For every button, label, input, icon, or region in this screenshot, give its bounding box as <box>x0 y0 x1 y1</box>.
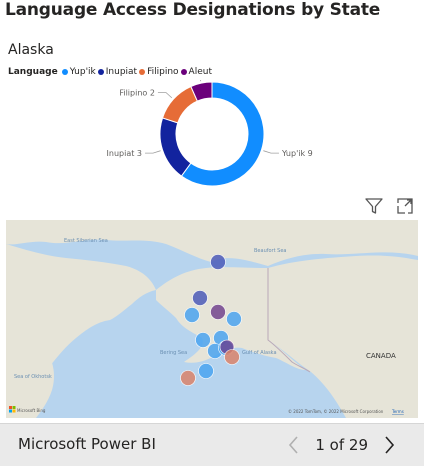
legend-label-filipino: Filipino <box>147 67 179 77</box>
chevron-left-icon[interactable] <box>281 432 307 458</box>
data-label-leader-1 <box>145 150 161 154</box>
data-label-1: Inupiat 3 <box>107 149 142 158</box>
legend-dot-inupiat <box>97 69 104 75</box>
legend-dot-aleut <box>180 69 187 75</box>
map-bubble[interactable] <box>224 349 240 365</box>
us-canada-border <box>267 268 311 373</box>
land-north <box>6 220 418 266</box>
map-bubble[interactable] <box>210 304 226 320</box>
map-label-gulf-of-alaska: Gulf of Alaska <box>242 350 277 356</box>
map-bubble[interactable] <box>180 370 196 386</box>
legend-label-aleut: Aleut <box>188 67 212 77</box>
map-canvas: East Siberian Sea Beaufort Sea Bering Se… <box>6 220 418 418</box>
map-label-bering-sea: Bering Sea <box>160 350 187 356</box>
legend-entry-inupiat[interactable]: Inupiat <box>97 67 138 77</box>
land-kamchatka <box>6 350 54 418</box>
data-label-leader-3 <box>200 80 202 82</box>
legend-dot-yupik <box>61 69 68 75</box>
legend-entry-aleut[interactable]: Aleut <box>180 67 212 77</box>
donut-slice-1[interactable] <box>159 117 192 177</box>
legend-label-yupik: Yup'ik <box>69 67 96 77</box>
focus-mode-icon[interactable] <box>395 196 415 216</box>
legend-entry-filipino[interactable]: Filipino <box>139 67 179 77</box>
map-bubble[interactable] <box>192 290 208 306</box>
map-label-okhotsk: Sea of Okhotsk <box>14 374 52 380</box>
map-bubble[interactable] <box>184 307 200 323</box>
data-label-leader-0 <box>263 150 279 154</box>
bing-logo-text: Microsoft Bing <box>17 408 46 413</box>
map-label-beaufort-sea: Beaufort Sea <box>254 248 286 254</box>
visual-title: Alaska <box>8 42 54 58</box>
donut-slice-3[interactable] <box>190 81 213 102</box>
map-bubble[interactable] <box>195 332 211 348</box>
map-bubble[interactable] <box>198 363 214 379</box>
map-label-canada: CANADA <box>366 352 396 360</box>
filter-icon[interactable] <box>364 196 384 216</box>
donut-slice-0[interactable] <box>180 81 265 187</box>
map-bubbles[interactable] <box>180 254 242 386</box>
legend-dot-filipino <box>139 69 146 75</box>
data-label-0: Yup'ik 9 <box>281 149 313 158</box>
report-footer: Microsoft Power BI 1 of 29 <box>0 423 424 466</box>
data-label-2: Filipino 2 <box>119 89 155 98</box>
land-canada <box>268 255 418 418</box>
donut-slice-2[interactable] <box>161 85 199 124</box>
bubble-map[interactable]: East Siberian Sea Beaufort Sea Bering Se… <box>6 220 418 418</box>
legend-title: Language <box>8 67 58 77</box>
power-bi-brand[interactable]: Microsoft Power BI <box>18 435 156 453</box>
page-indicator: 1 of 29 <box>315 436 368 454</box>
legend-entry-yupik[interactable]: Yup'ik <box>61 67 96 77</box>
chart-legend: Language Yup'ik Inupiat Filipino Aleut <box>8 66 214 78</box>
map-terms-link[interactable]: Terms <box>391 409 404 414</box>
visual-header <box>364 196 415 216</box>
page-title: Language Access Designations by State <box>5 0 381 20</box>
chevron-right-icon[interactable] <box>376 432 402 458</box>
data-label-leader-2 <box>157 92 173 99</box>
page-navigator: 1 of 29 <box>281 432 402 458</box>
bing-logo: Microsoft Bing <box>9 406 46 413</box>
map-label-east-siberian-sea: East Siberian Sea <box>64 238 108 244</box>
map-bubble[interactable] <box>226 311 242 327</box>
legend-label-inupiat: Inupiat <box>105 67 138 77</box>
map-bubble[interactable] <box>210 254 226 270</box>
map-attribution: © 2022 TomTom, © 2022 Microsoft Corporat… <box>288 409 384 414</box>
